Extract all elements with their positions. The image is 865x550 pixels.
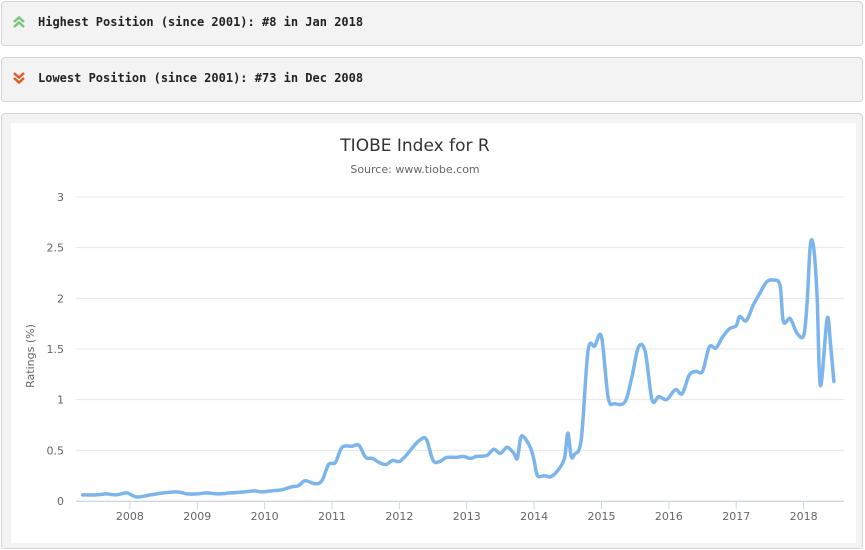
ratings-data-point[interactable] bbox=[316, 475, 328, 487]
ratings-data-point[interactable] bbox=[774, 279, 786, 291]
chart-subtitle: Source: www.tiobe.com bbox=[350, 163, 479, 176]
ratings-data-point[interactable] bbox=[562, 427, 574, 439]
x-tick-label: 2009 bbox=[183, 510, 211, 523]
ratings-data-point[interactable] bbox=[131, 491, 143, 503]
x-tick-label: 2018 bbox=[790, 510, 818, 523]
ratings-data-point[interactable] bbox=[676, 388, 688, 400]
y-tick-label: 0.5 bbox=[47, 444, 65, 457]
lowest-position-panel: Lowest Position (since 2001): #73 in Dec… bbox=[1, 57, 863, 102]
ratings-data-point[interactable] bbox=[171, 486, 183, 498]
ratings-data-point[interactable] bbox=[740, 315, 752, 327]
ratings-data-point[interactable] bbox=[299, 475, 311, 487]
y-axis-title: Ratings (%) bbox=[24, 324, 37, 388]
x-tick-label: 2017 bbox=[722, 510, 750, 523]
y-tick-label: 2.5 bbox=[47, 242, 65, 255]
x-tick-label: 2011 bbox=[318, 510, 346, 523]
ratings-data-point[interactable] bbox=[420, 433, 432, 445]
y-tick-label: 3 bbox=[57, 191, 64, 204]
highest-position-panel: Highest Position (since 2001): #8 in Jan… bbox=[1, 1, 863, 46]
ratings-data-point[interactable] bbox=[710, 342, 722, 354]
ratings-data-point[interactable] bbox=[110, 489, 122, 501]
ratings-data-point[interactable] bbox=[821, 313, 833, 325]
x-tick-label: 2014 bbox=[520, 510, 548, 523]
ratings-data-point[interactable] bbox=[158, 487, 170, 499]
ratings-data-point[interactable] bbox=[144, 489, 156, 501]
y-axis-ticks: 0 0.5 1 1.5 2 2.5 3 bbox=[47, 191, 65, 508]
y-tick-label: 1 bbox=[57, 394, 64, 407]
lowest-position-row: Lowest Position (since 2001): #73 in Dec… bbox=[12, 70, 363, 86]
ratings-data-point[interactable] bbox=[784, 313, 796, 325]
grid-lines bbox=[76, 196, 844, 502]
ratings-data-point[interactable] bbox=[212, 488, 224, 500]
ratings-data-point[interactable] bbox=[329, 457, 341, 469]
ratings-data-point[interactable] bbox=[626, 371, 638, 383]
ratings-data-point[interactable] bbox=[552, 465, 564, 477]
ratings-data-point[interactable] bbox=[747, 299, 759, 311]
ratings-data-point[interactable] bbox=[808, 242, 820, 254]
ratings-data-point[interactable] bbox=[353, 439, 365, 451]
ratings-data-point[interactable] bbox=[518, 431, 530, 443]
y-tick-label: 1.5 bbox=[47, 343, 65, 356]
chart-area: TIOBE Index for R Source: www.tiobe.com … bbox=[11, 123, 856, 543]
series-layer bbox=[77, 238, 840, 503]
ratings-data-point[interactable] bbox=[825, 338, 837, 350]
ratings-data-point[interactable] bbox=[528, 455, 540, 467]
ratings-data-point[interactable] bbox=[596, 331, 608, 343]
ratings-data-point[interactable] bbox=[814, 380, 826, 392]
y-tick-label: 2 bbox=[57, 292, 64, 305]
ratings-data-point[interactable] bbox=[575, 433, 587, 445]
ratings-data-point[interactable] bbox=[798, 330, 810, 342]
highest-position-text: Highest Position (since 2001): #8 in Jan… bbox=[38, 15, 364, 29]
ratings-data-point[interactable] bbox=[77, 489, 89, 501]
ratings-data-point[interactable] bbox=[801, 299, 813, 311]
y-tick-label: 0 bbox=[57, 495, 64, 508]
ratings-series-line[interactable] bbox=[80, 238, 836, 499]
x-tick-label: 2010 bbox=[251, 510, 279, 523]
highest-position-row: Highest Position (since 2001): #8 in Jan… bbox=[12, 14, 363, 30]
x-tick-label: 2013 bbox=[453, 510, 481, 523]
ratings-data-point[interactable] bbox=[754, 287, 766, 299]
ratings-data-point[interactable] bbox=[697, 365, 709, 377]
chart-panel: TIOBE Index for R Source: www.tiobe.com … bbox=[1, 113, 863, 549]
ratings-data-point[interactable] bbox=[569, 448, 581, 460]
ratings-data-point[interactable] bbox=[811, 290, 823, 302]
double-chevron-down-icon bbox=[13, 72, 25, 85]
ratings-data-point[interactable] bbox=[511, 452, 523, 464]
ratings-data-point[interactable] bbox=[609, 398, 621, 410]
double-chevron-up-icon bbox=[13, 15, 25, 28]
lowest-position-text: Lowest Position (since 2001): #73 in Dec… bbox=[38, 71, 364, 85]
x-tick-label: 2015 bbox=[587, 510, 615, 523]
x-tick-label: 2012 bbox=[385, 510, 413, 523]
x-tick-label: 2008 bbox=[116, 510, 144, 523]
ratings-data-point[interactable] bbox=[276, 484, 288, 496]
ratings-data-point[interactable] bbox=[828, 375, 840, 387]
ratings-data-point[interactable] bbox=[639, 346, 651, 358]
x-tick-label: 2016 bbox=[655, 510, 683, 523]
x-axis-ticks: 2008 2009 2010 2011 2012 2013 2014 2015 2016 2017… bbox=[116, 501, 818, 523]
ratings-data-point[interactable] bbox=[225, 487, 237, 499]
ratings-line-chart[interactable]: TIOBE Index for R Source: www.tiobe.com … bbox=[11, 123, 856, 543]
chart-title: TIOBE Index for R bbox=[339, 136, 490, 156]
ratings-data-point[interactable] bbox=[619, 396, 631, 408]
ratings-data-point[interactable] bbox=[525, 442, 537, 454]
